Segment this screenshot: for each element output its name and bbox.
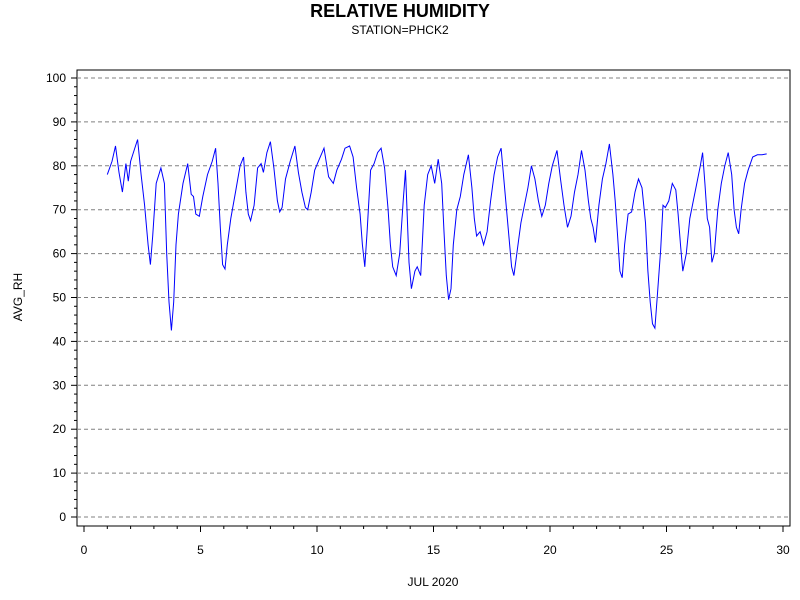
x-tick-label-5: 5 xyxy=(197,543,204,557)
x-tick-label-25: 25 xyxy=(660,543,674,557)
y-axis-label: AVG_RH xyxy=(11,273,25,321)
y-tick-label-70: 70 xyxy=(53,203,67,217)
y-tick-label-30: 30 xyxy=(53,378,67,392)
y-tick-label-80: 80 xyxy=(53,159,67,173)
grid-lines xyxy=(77,77,790,518)
x-tick-label-30: 30 xyxy=(776,543,790,557)
chart-title: RELATIVE HUMIDITY xyxy=(310,1,490,21)
y-tick-label-10: 10 xyxy=(53,466,67,480)
x-tick-label-15: 15 xyxy=(427,543,441,557)
y-tick-label-90: 90 xyxy=(53,115,67,129)
y-axis: 0 10 20 30 40 50 60 70 80 90 100 xyxy=(46,71,77,524)
y-tick-label-40: 40 xyxy=(53,334,67,348)
y-tick-label-60: 60 xyxy=(53,247,67,261)
x-tick-label-20: 20 xyxy=(543,543,557,557)
y-tick-label-100: 100 xyxy=(46,71,66,85)
x-axis-label: JUL 2020 xyxy=(408,575,459,589)
x-axis: 0 5 10 15 20 25 30 xyxy=(81,526,790,557)
avg-rh-series-line xyxy=(106,139,767,331)
x-tick-label-0: 0 xyxy=(81,543,88,557)
y-tick-label-50: 50 xyxy=(53,291,67,305)
y-tick-label-0: 0 xyxy=(59,510,66,524)
x-tick-label-10: 10 xyxy=(310,543,324,557)
y-tick-label-20: 20 xyxy=(53,422,67,436)
chart-subtitle: STATION=PHCK2 xyxy=(351,23,449,37)
